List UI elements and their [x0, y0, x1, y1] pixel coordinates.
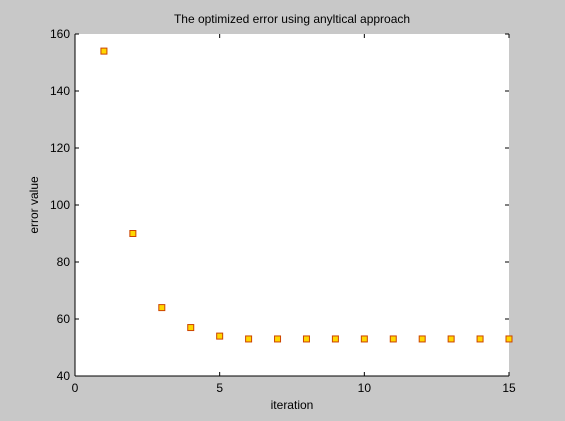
x-tick-label: 0 [72, 381, 79, 395]
plot-area [75, 34, 509, 376]
data-point [245, 335, 253, 343]
data-point [476, 335, 484, 343]
x-tick-label: 10 [358, 381, 372, 395]
data-point [274, 335, 282, 343]
data-point [129, 230, 137, 237]
data-point [418, 335, 426, 343]
chart-title: The optimized error using anyltical appr… [174, 12, 410, 26]
data-point [331, 335, 339, 343]
data-point [100, 47, 108, 55]
y-tick-label: 60 [57, 312, 71, 326]
data-point [187, 324, 195, 332]
y-tick-label: 40 [57, 369, 71, 383]
y-tick-label: 160 [50, 27, 70, 41]
x-axis-label: iteration [271, 398, 314, 412]
data-points [100, 47, 513, 343]
y-tick-label: 140 [50, 84, 70, 98]
axis-ticks: 0 5 10 15 40 60 80 100 120 140 160 [50, 27, 516, 395]
data-point [505, 335, 513, 343]
data-point [447, 335, 455, 343]
x-tick-label: 5 [216, 381, 223, 395]
y-tick-label: 100 [50, 198, 70, 212]
x-tick-label: 15 [502, 381, 516, 395]
y-tick-label: 120 [50, 141, 70, 155]
data-point [216, 332, 224, 340]
data-point [360, 335, 368, 343]
data-point [302, 335, 310, 343]
data-point [389, 335, 397, 343]
y-tick-label: 80 [57, 255, 71, 269]
y-axis-label: error value [27, 176, 41, 234]
data-point [158, 304, 166, 312]
